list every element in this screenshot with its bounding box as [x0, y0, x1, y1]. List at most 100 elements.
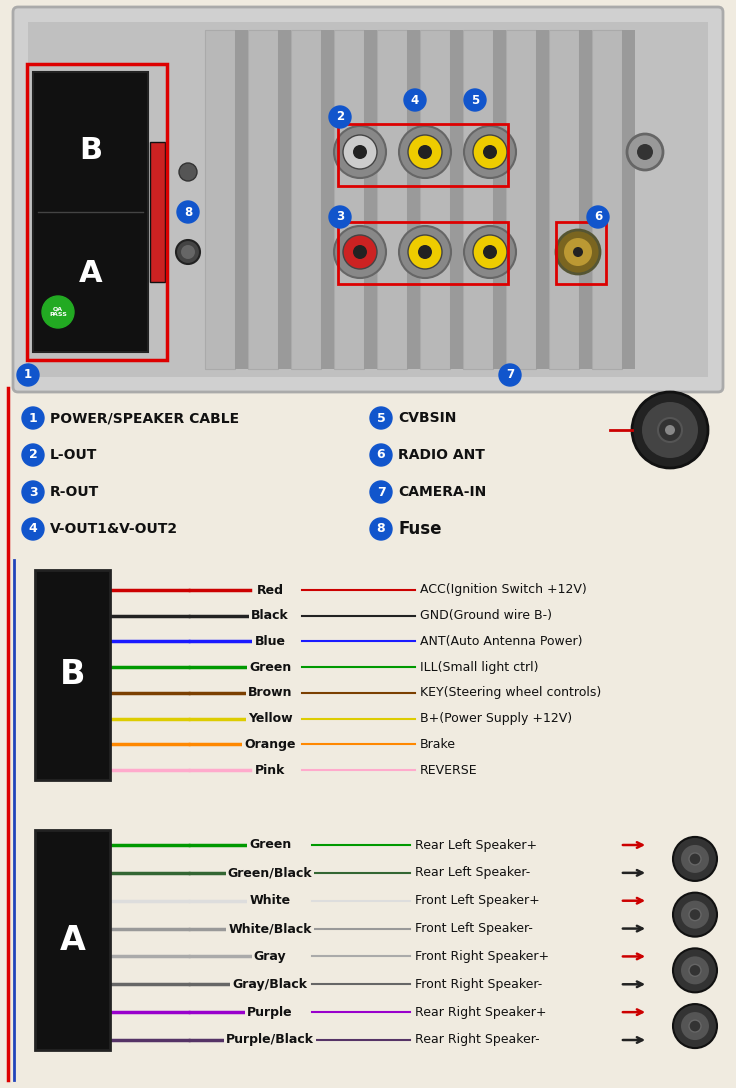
Text: CAMERA-IN: CAMERA-IN: [398, 485, 486, 499]
Text: ACC(Ignition Switch +12V): ACC(Ignition Switch +12V): [420, 583, 587, 596]
Circle shape: [464, 89, 486, 111]
FancyBboxPatch shape: [13, 7, 723, 392]
Text: KEY(Steering wheel controls): KEY(Steering wheel controls): [420, 687, 601, 700]
Text: Red: Red: [257, 583, 283, 596]
Text: 5: 5: [377, 411, 386, 424]
Circle shape: [681, 845, 709, 873]
Circle shape: [464, 126, 516, 178]
Bar: [556, 222, 606, 284]
Bar: [35, 830, 110, 1050]
Circle shape: [42, 296, 74, 327]
Circle shape: [181, 245, 195, 259]
Text: Green: Green: [249, 839, 291, 852]
Bar: [248, 30, 278, 369]
Circle shape: [483, 245, 497, 259]
Circle shape: [329, 206, 351, 228]
Text: Front Left Speaker+: Front Left Speaker+: [415, 894, 539, 907]
Text: 8: 8: [377, 522, 386, 535]
Bar: [407, 30, 420, 369]
Circle shape: [329, 106, 351, 128]
Bar: [27, 64, 167, 360]
Circle shape: [689, 1021, 701, 1033]
Bar: [28, 22, 708, 378]
Text: REVERSE: REVERSE: [420, 764, 478, 777]
Circle shape: [22, 481, 44, 503]
Bar: [549, 30, 579, 369]
Circle shape: [689, 964, 701, 976]
Bar: [150, 143, 165, 282]
Circle shape: [658, 418, 682, 442]
Text: A: A: [60, 924, 85, 956]
Text: B+(Power Supply +12V): B+(Power Supply +12V): [420, 712, 572, 725]
Circle shape: [689, 853, 701, 865]
Text: 6: 6: [594, 210, 602, 223]
Text: 3: 3: [336, 210, 344, 223]
Circle shape: [627, 134, 663, 170]
Text: 4: 4: [411, 94, 419, 107]
Bar: [35, 570, 110, 780]
Text: Blue: Blue: [255, 635, 286, 648]
Circle shape: [370, 407, 392, 429]
Circle shape: [177, 201, 199, 223]
Bar: [463, 30, 493, 369]
Bar: [579, 30, 592, 369]
Text: GND(Ground wire B-): GND(Ground wire B-): [420, 609, 552, 622]
Text: QA
PASS: QA PASS: [49, 307, 67, 318]
Circle shape: [499, 364, 521, 386]
Circle shape: [176, 240, 200, 264]
Text: R-OUT: R-OUT: [50, 485, 99, 499]
Circle shape: [681, 956, 709, 985]
Circle shape: [573, 247, 583, 257]
Bar: [338, 222, 508, 284]
Bar: [321, 30, 334, 369]
Circle shape: [681, 1012, 709, 1040]
Circle shape: [673, 1004, 717, 1048]
Bar: [493, 30, 506, 369]
Text: 1: 1: [24, 369, 32, 382]
Circle shape: [681, 901, 709, 929]
Text: 5: 5: [471, 94, 479, 107]
Bar: [33, 72, 148, 353]
Text: 1: 1: [29, 411, 38, 424]
Text: ILL(Small light ctrl): ILL(Small light ctrl): [420, 660, 539, 673]
Circle shape: [483, 145, 497, 159]
Text: Purple: Purple: [247, 1005, 293, 1018]
Circle shape: [353, 245, 367, 259]
Text: Gray: Gray: [254, 950, 286, 963]
Text: ANT(Auto Antenna Power): ANT(Auto Antenna Power): [420, 635, 582, 648]
Text: B: B: [60, 658, 85, 692]
Text: Green: Green: [249, 660, 291, 673]
Text: 2: 2: [336, 111, 344, 124]
Text: Fuse: Fuse: [398, 520, 442, 537]
Bar: [235, 30, 248, 369]
Text: Gray/Black: Gray/Black: [233, 978, 308, 991]
Circle shape: [22, 444, 44, 466]
Bar: [291, 30, 321, 369]
Text: L-OUT: L-OUT: [50, 448, 97, 462]
Text: A: A: [79, 259, 102, 288]
Circle shape: [353, 145, 367, 159]
Bar: [334, 30, 364, 369]
Circle shape: [473, 135, 507, 169]
Text: CVBSIN: CVBSIN: [398, 411, 456, 425]
Circle shape: [556, 230, 600, 274]
Circle shape: [673, 837, 717, 881]
Text: Front Right Speaker+: Front Right Speaker+: [415, 950, 549, 963]
Circle shape: [473, 235, 507, 269]
Text: Front Left Speaker-: Front Left Speaker-: [415, 922, 533, 935]
Bar: [338, 124, 508, 186]
Bar: [592, 30, 622, 369]
Text: White: White: [250, 894, 291, 907]
Circle shape: [418, 145, 432, 159]
Text: White/Black: White/Black: [228, 922, 312, 935]
Text: 2: 2: [29, 448, 38, 461]
Text: Yellow: Yellow: [248, 712, 292, 725]
Bar: [506, 30, 536, 369]
Circle shape: [404, 89, 426, 111]
Bar: [205, 30, 235, 369]
Text: Rear Left Speaker+: Rear Left Speaker+: [415, 839, 537, 852]
Text: 7: 7: [377, 485, 386, 498]
Text: 7: 7: [506, 369, 514, 382]
Text: Front Right Speaker-: Front Right Speaker-: [415, 978, 542, 991]
Bar: [622, 30, 635, 369]
